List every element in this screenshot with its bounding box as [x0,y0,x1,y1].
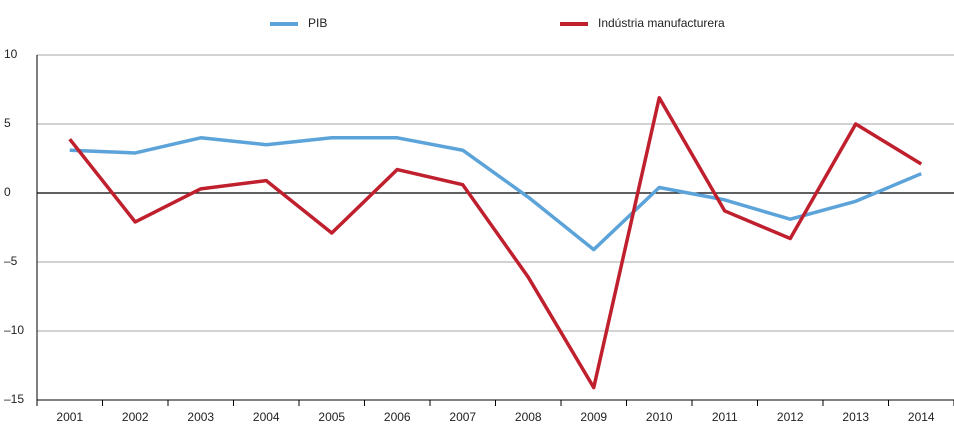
line-series [68,96,923,390]
x-tick-label: 2010 [646,410,673,424]
x-tick-label: 2009 [580,410,607,424]
y-tick-label: 5 [4,116,11,130]
x-tick-label: 2003 [187,410,214,424]
x-tick-label: 2004 [253,410,280,424]
x-tick-label: 2011 [712,410,738,424]
x-tick-label: 2014 [908,410,935,424]
line-series [69,136,922,252]
y-tick-label: –5 [4,254,18,268]
x-tick-label: 2008 [515,410,542,424]
legend-label: PIB [308,16,327,30]
legend-label: Indústria manufacturera [598,16,725,30]
y-tick-label: 10 [4,47,18,61]
x-tick-label: 2002 [122,410,149,424]
x-tick-label: 2005 [318,410,345,424]
y-tick-label: –15 [4,392,24,406]
x-tick-label: 2001 [56,410,83,424]
x-tick-label: 2006 [384,410,411,424]
x-tick-label: 2013 [842,410,869,424]
y-tick-label: –10 [4,323,24,337]
y-tick-label: 0 [4,185,11,199]
x-tick-label: 2012 [777,410,804,424]
x-tick-label: 2007 [449,410,476,424]
